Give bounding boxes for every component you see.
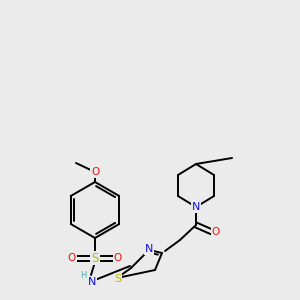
Text: O: O xyxy=(114,253,122,263)
Text: N: N xyxy=(145,244,153,254)
Text: S: S xyxy=(91,251,99,265)
Text: O: O xyxy=(68,253,76,263)
Text: O: O xyxy=(212,227,220,237)
Text: H: H xyxy=(80,272,86,280)
Text: N: N xyxy=(192,202,200,212)
Text: N: N xyxy=(88,277,96,287)
Text: S: S xyxy=(114,274,122,284)
Text: O: O xyxy=(91,167,99,177)
